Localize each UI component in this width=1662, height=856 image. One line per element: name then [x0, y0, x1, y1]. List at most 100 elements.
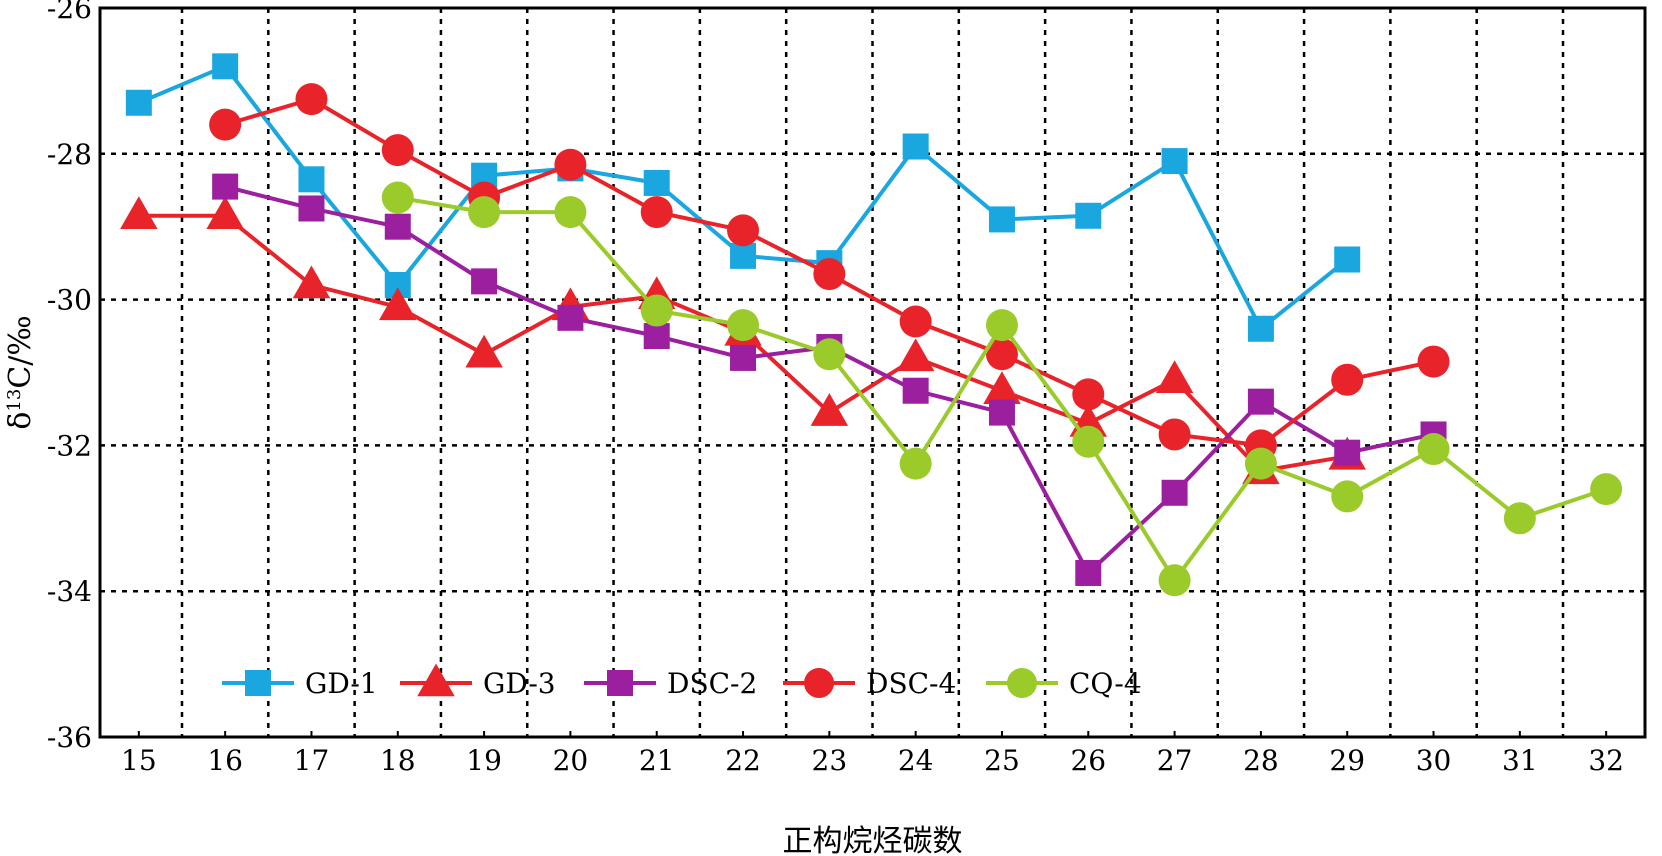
circle-marker: [1158, 418, 1191, 451]
y-tick-label: -32: [47, 429, 92, 462]
square-marker: [1161, 479, 1188, 506]
y-tick-label: -34: [47, 575, 92, 608]
circle-marker: [1072, 425, 1105, 458]
square-marker: [298, 195, 325, 222]
circle-marker: [1072, 378, 1105, 411]
square-marker: [730, 242, 757, 269]
y-axis-title-delta: δ: [3, 412, 38, 430]
circle-marker: [813, 258, 846, 291]
square-marker: [212, 173, 239, 200]
x-tick-label: 26: [1070, 744, 1106, 777]
square-marker: [212, 53, 239, 80]
circle-marker: [1244, 447, 1277, 480]
x-tick-label: 22: [725, 744, 761, 777]
circle-marker: [985, 338, 1018, 371]
square-marker: [607, 670, 633, 696]
circle-marker: [1503, 502, 1536, 535]
square-marker: [471, 268, 498, 295]
x-tick-label: 23: [812, 744, 848, 777]
circle-marker: [640, 196, 673, 229]
x-tick-label: 24: [898, 744, 934, 777]
circle-marker: [1331, 480, 1364, 513]
series-dsc-2: [212, 173, 1447, 586]
legend-item: CQ-4: [986, 667, 1142, 700]
square-marker: [384, 213, 411, 240]
y-axis-title-rest: C/‰: [3, 315, 38, 388]
square-marker: [643, 323, 670, 350]
circle-marker: [554, 196, 587, 229]
circle-marker: [804, 668, 834, 698]
legend: GD-1 GD-3 DSC-2 DSC-4 CQ-4: [222, 663, 1142, 700]
circle-marker: [554, 148, 587, 181]
legend-item: GD-3: [400, 663, 556, 700]
x-tick-label: 32: [1588, 744, 1624, 777]
series-layer: [120, 53, 1623, 597]
x-tick-label: 21: [639, 744, 675, 777]
plot-frame: [98, 6, 1647, 739]
x-tick-label: 30: [1416, 744, 1452, 777]
y-tick-label: -28: [47, 138, 92, 171]
triangle-marker: [292, 265, 331, 299]
legend-label: DSC-4: [866, 667, 956, 700]
legend-item: DSC-4: [783, 667, 956, 700]
legend-label: GD-3: [483, 667, 556, 700]
circle-marker: [295, 83, 328, 116]
legend-label: CQ-4: [1069, 667, 1142, 700]
x-tick-label: 20: [553, 744, 589, 777]
x-tick-label: 15: [121, 744, 157, 777]
triangle-marker: [465, 334, 503, 368]
triangle-marker: [810, 393, 849, 426]
square-marker: [1334, 246, 1361, 273]
circle-marker: [813, 338, 846, 371]
x-tick-label: 27: [1157, 744, 1193, 777]
circle-marker: [1590, 473, 1623, 506]
square-marker: [902, 133, 929, 160]
square-marker: [125, 89, 152, 116]
x-tick-label: 31: [1502, 744, 1538, 777]
y-axis-title-sup: 13: [4, 389, 25, 412]
y-tick-labels: -36 -34 -32 -30 -28 -26: [47, 0, 92, 754]
circle-marker: [727, 214, 760, 247]
series-dsc-4: [209, 83, 1450, 462]
square-marker: [988, 399, 1015, 426]
circle-marker: [381, 134, 414, 167]
square-marker: [245, 670, 271, 696]
circle-marker: [1417, 433, 1450, 466]
x-tick-label: 25: [984, 744, 1020, 777]
square-marker: [988, 206, 1015, 233]
x-tick-label: 18: [380, 744, 416, 777]
legend-label: GD-1: [305, 667, 378, 700]
x-tick-label: 17: [294, 744, 330, 777]
triangle-marker: [1155, 360, 1194, 394]
square-marker: [557, 304, 584, 331]
circle-marker: [640, 294, 673, 327]
y-tick-label: -36: [47, 721, 92, 754]
square-marker: [1247, 388, 1274, 415]
square-marker: [1075, 559, 1102, 586]
x-tick-label: 19: [466, 744, 502, 777]
triangle-marker: [206, 196, 244, 229]
y-axis-title: δ13C/‰: [3, 315, 38, 429]
legend-item: GD-1: [222, 667, 378, 700]
circle-marker: [899, 305, 932, 338]
circle-marker: [468, 196, 501, 229]
triangle-marker: [983, 371, 1021, 404]
series-cq-4: [381, 181, 1623, 597]
square-marker: [1161, 148, 1188, 175]
x-tick-labels: 15 16 17 18 19 20 21 22 23 24 25 26 27 28 29 30 31 32: [121, 731, 1624, 777]
x-tick-label: 28: [1243, 744, 1279, 777]
square-marker: [298, 166, 325, 193]
circle-marker: [381, 181, 414, 214]
legend-item: DSC-2: [584, 667, 757, 700]
circle-marker: [1331, 363, 1364, 396]
square-marker: [1247, 315, 1274, 342]
grid-lines: [100, 8, 1645, 737]
triangle-marker: [120, 196, 158, 229]
circle-marker: [1158, 564, 1191, 597]
triangle-marker: [379, 287, 417, 321]
square-marker: [730, 344, 757, 371]
legend-label: DSC-2: [667, 667, 757, 700]
y-tick-label: -30: [47, 284, 92, 317]
x-axis-title: 正构烷烃碳数: [783, 824, 963, 856]
